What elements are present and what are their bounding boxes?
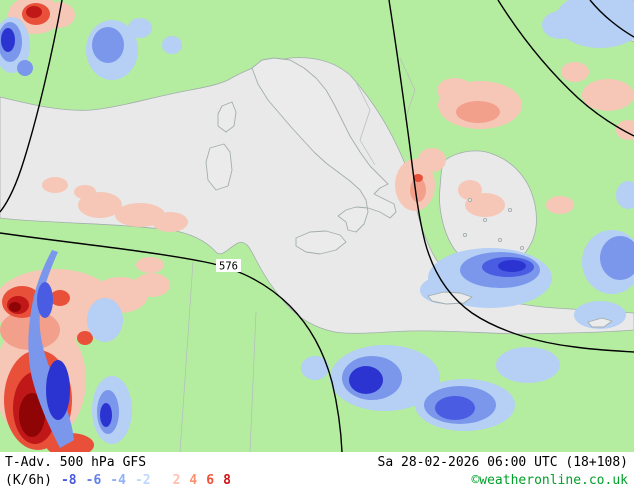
- isoline-576: [0, 232, 343, 452]
- weather-map: 576: [0, 0, 634, 452]
- country-borders: [179, 57, 416, 452]
- isoline: [497, 0, 634, 137]
- isoline: [0, 0, 63, 213]
- legend-value-2: 2: [172, 473, 181, 488]
- cyprus-coastline: [587, 317, 613, 328]
- legend-value--4: -4: [110, 473, 126, 488]
- coastlines: [205, 57, 613, 328]
- copyright-link[interactable]: ©weatheronline.co.uk: [471, 473, 628, 488]
- legend-value-6: 6: [206, 473, 215, 488]
- corsica-coastline: [217, 101, 237, 133]
- aegean-islands: [462, 197, 525, 251]
- italy-coastline: [251, 57, 397, 233]
- footer-legend-row: (K/6h) -8 -6 -4 -2 2 4 6 8 ©weatheronline.co.uk: [5, 472, 628, 490]
- sicily-coastline: [295, 230, 347, 255]
- isoline: [589, 0, 634, 38]
- unit-label: (K/6h): [5, 473, 52, 488]
- color-legend: -8 -6 -4 -2 2 4 6 8: [52, 472, 231, 490]
- legend-value--2: -2: [134, 473, 151, 488]
- isoline-label-576: 576: [216, 259, 241, 273]
- crete-coastline: [427, 291, 473, 305]
- map-footer: T-Adv. 500 hPa GFS Sa 28-02-2026 06:00 U…: [0, 452, 634, 490]
- sardinia-coastline: [205, 143, 233, 191]
- warm-advection-patches: [0, 0, 634, 452]
- legend-value-8: 8: [223, 473, 231, 488]
- legend-value--8: -8: [60, 473, 77, 488]
- datetime-label: Sa 28-02-2026 06:00 UTC (18+108): [377, 455, 628, 470]
- model-label: GFS: [122, 455, 147, 470]
- isoline: [388, 0, 634, 353]
- footer-title-row: T-Adv. 500 hPa GFS Sa 28-02-2026 06:00 U…: [5, 454, 628, 472]
- isolines: [0, 0, 634, 452]
- legend-value--6: -6: [85, 473, 102, 488]
- isoline-label-text: 576: [219, 261, 238, 273]
- parameter-label: T-Adv. 500 hPa: [5, 455, 115, 470]
- legend-value-4: 4: [189, 473, 198, 488]
- cold-advection-patches: [0, 0, 634, 448]
